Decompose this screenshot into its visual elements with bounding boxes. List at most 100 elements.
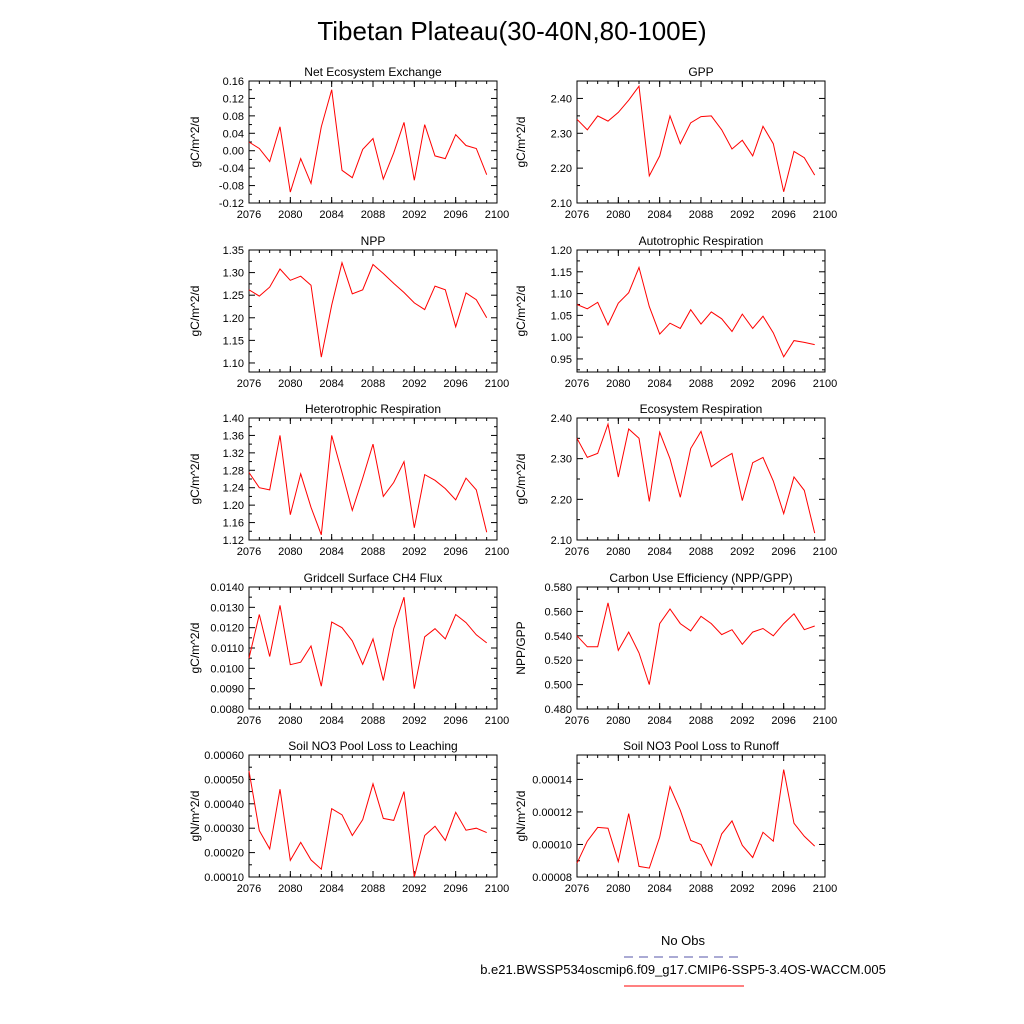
x-tick-label: 2092 xyxy=(402,378,426,390)
panel-title: Ecosystem Respiration xyxy=(640,402,763,416)
series-line xyxy=(248,260,488,358)
figure-title: Tibetan Plateau(30-40N,80-100E) xyxy=(317,16,706,46)
series-line xyxy=(576,422,816,534)
panel-title: Net Ecosystem Exchange xyxy=(304,65,442,79)
x-tick-label: 2076 xyxy=(565,378,589,390)
plot-frame xyxy=(576,586,826,710)
x-tick-label: 2096 xyxy=(771,715,795,727)
x-tick-label: 2096 xyxy=(443,378,467,390)
y-tick-label: 0.00020 xyxy=(204,848,244,860)
plot-frame xyxy=(248,754,498,878)
y-tick-label: 0.500 xyxy=(544,680,572,692)
x-tick-label: 2100 xyxy=(485,378,509,390)
y-axis-label: gN/m^2/d xyxy=(188,791,202,842)
y-tick-label: 0.0140 xyxy=(210,582,244,594)
y-tick-label: 2.10 xyxy=(551,535,572,547)
panels: Net Ecosystem Exchange 2076 2080 2084 2088 20… xyxy=(188,65,837,895)
x-tick-label: 2076 xyxy=(237,378,261,390)
x-tick-label: 2076 xyxy=(237,715,261,727)
y-tick-label: 0.00014 xyxy=(532,774,572,786)
x-tick-label: 2084 xyxy=(647,378,671,390)
y-tick-label: 1.16 xyxy=(223,518,244,530)
panel-title: Carbon Use Efficiency (NPP/GPP) xyxy=(609,571,792,585)
x-tick-label: 2076 xyxy=(565,209,589,221)
x-tick-label: 2088 xyxy=(689,378,713,390)
x-tick-label: 2096 xyxy=(443,546,467,558)
x-tick-label: 2084 xyxy=(647,883,671,895)
y-tick-label: 2.20 xyxy=(551,163,572,175)
x-tick-label: 2092 xyxy=(730,209,754,221)
panel-title: Autotrophic Respiration xyxy=(639,234,764,248)
y-tick-label: 0.520 xyxy=(544,655,572,667)
panel-6: Ecosystem Respiration 2076 2080 2084 2088 209… xyxy=(514,402,837,558)
y-tick-label: 1.10 xyxy=(223,358,244,370)
y-tick-label: 1.24 xyxy=(223,483,244,495)
x-tick-label: 2076 xyxy=(565,546,589,558)
y-tick-label: 2.30 xyxy=(551,454,572,466)
x-tick-label: 2076 xyxy=(237,546,261,558)
x-tick-label: 2096 xyxy=(443,883,467,895)
x-tick-label: 2080 xyxy=(278,209,302,221)
y-tick-label: 0.0130 xyxy=(210,602,244,614)
x-tick-label: 2088 xyxy=(361,378,385,390)
x-tick-label: 2092 xyxy=(730,546,754,558)
y-tick-label: 0.480 xyxy=(544,704,572,716)
y-tick-label: 0.560 xyxy=(544,606,572,618)
x-tick-label: 2096 xyxy=(771,546,795,558)
plot-frame xyxy=(248,417,498,541)
x-tick-label: 2088 xyxy=(361,715,385,727)
x-tick-label: 2084 xyxy=(319,378,343,390)
y-tick-label: 0.00012 xyxy=(532,807,572,819)
series-line xyxy=(576,84,816,192)
y-tick-label: 1.20 xyxy=(223,500,244,512)
y-axis-label: gC/m^2/d xyxy=(188,623,202,674)
x-tick-label: 2100 xyxy=(485,209,509,221)
x-tick-label: 2092 xyxy=(402,546,426,558)
x-tick-label: 2088 xyxy=(689,883,713,895)
y-tick-label: 2.40 xyxy=(551,93,572,105)
y-tick-label: 1.20 xyxy=(551,245,572,257)
y-tick-label: 1.32 xyxy=(223,448,244,460)
x-tick-label: 2096 xyxy=(443,209,467,221)
y-tick-label: 2.30 xyxy=(551,128,572,140)
y-tick-label: 0.00 xyxy=(223,146,244,158)
panel-4: Autotrophic Respiration 2076 2080 2084 2088 2… xyxy=(514,234,837,390)
x-tick-label: 2092 xyxy=(402,715,426,727)
y-tick-label: 0.00050 xyxy=(204,774,244,786)
y-tick-label: 1.15 xyxy=(551,267,572,279)
y-tick-label: 1.10 xyxy=(551,289,572,301)
plot-frame xyxy=(248,586,498,710)
x-tick-label: 2096 xyxy=(771,209,795,221)
y-tick-label: 0.08 xyxy=(223,111,244,123)
y-axis-label: gC/m^2/d xyxy=(188,286,202,337)
x-tick-label: 2092 xyxy=(730,883,754,895)
y-tick-label: 1.05 xyxy=(551,310,572,322)
y-tick-label: 1.00 xyxy=(551,332,572,344)
x-tick-label: 2092 xyxy=(730,715,754,727)
x-tick-label: 2100 xyxy=(485,883,509,895)
x-tick-label: 2080 xyxy=(278,715,302,727)
y-tick-label: 0.0100 xyxy=(210,663,244,675)
x-tick-label: 2100 xyxy=(813,546,837,558)
x-tick-label: 2088 xyxy=(361,883,385,895)
y-tick-label: -0.12 xyxy=(219,198,244,210)
y-tick-label: 0.04 xyxy=(223,128,244,140)
x-tick-label: 2084 xyxy=(647,546,671,558)
x-tick-label: 2088 xyxy=(689,546,713,558)
x-tick-label: 2084 xyxy=(319,209,343,221)
plot-frame xyxy=(576,754,826,878)
panel-title: Gridcell Surface CH4 Flux xyxy=(304,571,443,585)
x-tick-label: 2076 xyxy=(237,209,261,221)
plot-frame xyxy=(248,249,498,373)
panel-3: NPP 2076 2080 2084 2088 2092 2096 2100 1.10 1.15 1… xyxy=(188,234,509,390)
series-line xyxy=(576,769,816,869)
plot-frame xyxy=(248,80,498,204)
y-tick-label: 1.12 xyxy=(223,535,244,547)
series-line xyxy=(248,770,487,878)
y-tick-label: 0.16 xyxy=(223,76,244,88)
panel-title: NPP xyxy=(361,234,386,248)
y-tick-label: 0.540 xyxy=(544,631,572,643)
y-tick-label: 2.10 xyxy=(551,198,572,210)
y-tick-label: 2.20 xyxy=(551,494,572,506)
y-tick-label: 0.12 xyxy=(223,93,244,105)
